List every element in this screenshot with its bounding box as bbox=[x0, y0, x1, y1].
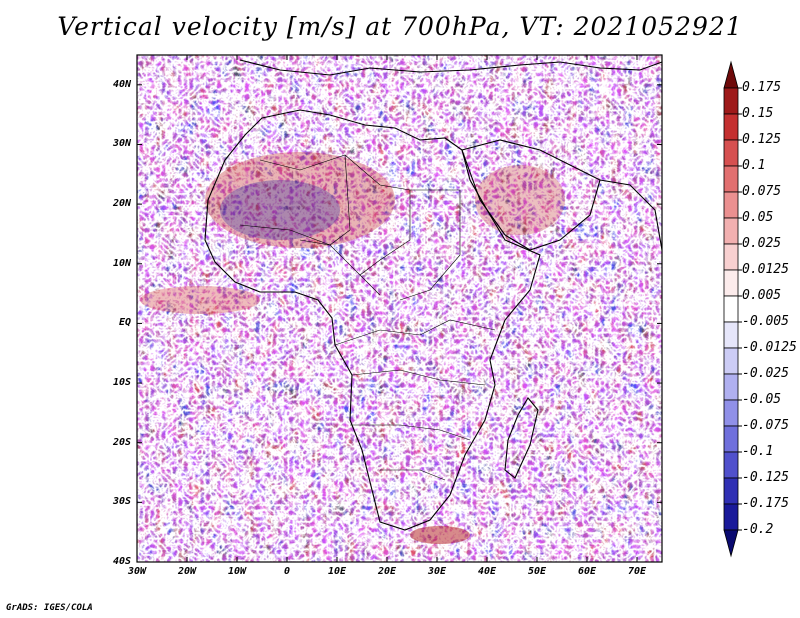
lat-label: 20N bbox=[112, 198, 131, 210]
colorbar-label: -0.075 bbox=[742, 418, 789, 433]
europe-coastline bbox=[239, 59, 663, 76]
colorbar-segment bbox=[723, 139, 739, 167]
colorbar bbox=[723, 60, 742, 558]
colorbar-segment bbox=[723, 529, 739, 558]
map-title: Vertical velocity [m/s] at 700hPa, VT: 2… bbox=[57, 12, 743, 41]
colorbar-label: -0.025 bbox=[742, 366, 789, 381]
arabia-convection-zone bbox=[475, 165, 565, 235]
lon-label: 10E bbox=[327, 566, 347, 577]
lon-label: 40E bbox=[477, 566, 497, 577]
colorbar-label: -0.1 bbox=[742, 444, 774, 459]
footer-credit: GrADS: IGES/COLA bbox=[6, 603, 93, 613]
colorbar-label: -0.005 bbox=[742, 314, 789, 329]
colorbar-label: 0.15 bbox=[742, 106, 774, 121]
lon-label: 70E bbox=[627, 566, 647, 577]
coastlines bbox=[204, 59, 663, 531]
lon-label: 20W bbox=[177, 566, 197, 577]
field-detail-layer bbox=[137, 55, 662, 562]
colorbar-label: 0.175 bbox=[742, 80, 782, 95]
colorbar-segment bbox=[723, 243, 739, 271]
colorbar-label: 0.0125 bbox=[742, 262, 789, 277]
lon-label: 20E bbox=[377, 566, 397, 577]
lat-label: 30S bbox=[112, 496, 131, 508]
colorbar-segment bbox=[723, 451, 739, 479]
africa-coastline bbox=[204, 109, 541, 531]
colorbar-segment bbox=[723, 217, 739, 245]
lon-label: 50E bbox=[527, 566, 547, 577]
colorbar-label: 0.075 bbox=[742, 184, 782, 199]
colorbar-segment bbox=[723, 347, 739, 375]
sahara-convection-zone bbox=[205, 152, 395, 248]
colorbar-segment bbox=[723, 60, 739, 89]
colorbar-segment bbox=[723, 477, 739, 505]
lat-label: 10S bbox=[112, 377, 131, 389]
lon-label: 30E bbox=[427, 566, 447, 577]
colorbar-label: 0.05 bbox=[742, 210, 774, 225]
colorbar-segment bbox=[723, 87, 739, 115]
country-borders bbox=[239, 154, 496, 481]
colorbar-segment bbox=[723, 373, 739, 401]
colorbar-segment bbox=[723, 321, 739, 349]
lon-label: 60E bbox=[577, 566, 597, 577]
colorbar-label: -0.175 bbox=[742, 496, 789, 511]
colorbar-segment bbox=[723, 503, 739, 531]
colorbar-label: 0.005 bbox=[742, 288, 782, 303]
plot-frame bbox=[136, 54, 663, 563]
lon-label: 30W bbox=[127, 566, 147, 577]
colorbar-label: 0.025 bbox=[742, 236, 782, 251]
lat-label: 40S bbox=[112, 556, 131, 567]
colorbar-segment bbox=[723, 113, 739, 141]
lat-label: 10N bbox=[112, 257, 131, 269]
colorbar-label: -0.0125 bbox=[742, 340, 797, 355]
india-coastline bbox=[599, 179, 663, 251]
lat-label: 30N bbox=[112, 138, 131, 150]
colorbar-segment bbox=[723, 425, 739, 453]
colorbar-segment bbox=[723, 399, 739, 427]
madagascar-coastline bbox=[504, 397, 539, 479]
colorbar-label: -0.2 bbox=[742, 522, 774, 537]
colorbar-label: -0.125 bbox=[742, 470, 789, 485]
lat-label: EQ bbox=[118, 317, 131, 329]
colorbar-segment bbox=[723, 269, 739, 297]
colorbar-segment bbox=[723, 191, 739, 219]
colorbar-segment bbox=[723, 295, 739, 323]
lat-label: 40N bbox=[112, 78, 131, 90]
axis-ticks bbox=[136, 55, 662, 563]
sahara-subsidence-zone bbox=[220, 180, 340, 240]
velocity-field bbox=[137, 55, 662, 562]
lon-label: 10W bbox=[227, 566, 247, 577]
arabia-coastline bbox=[461, 139, 601, 251]
lat-label: 20S bbox=[112, 436, 131, 448]
south-africa-updraft bbox=[410, 526, 470, 544]
lon-label: 0 bbox=[283, 566, 291, 577]
colorbar-label: 0.1 bbox=[742, 158, 766, 173]
colorbar-label: 0.125 bbox=[742, 132, 782, 147]
colorbar-segment bbox=[723, 165, 739, 193]
colorbar-label: -0.05 bbox=[742, 392, 782, 407]
atlantic-updraft-band bbox=[140, 286, 260, 314]
